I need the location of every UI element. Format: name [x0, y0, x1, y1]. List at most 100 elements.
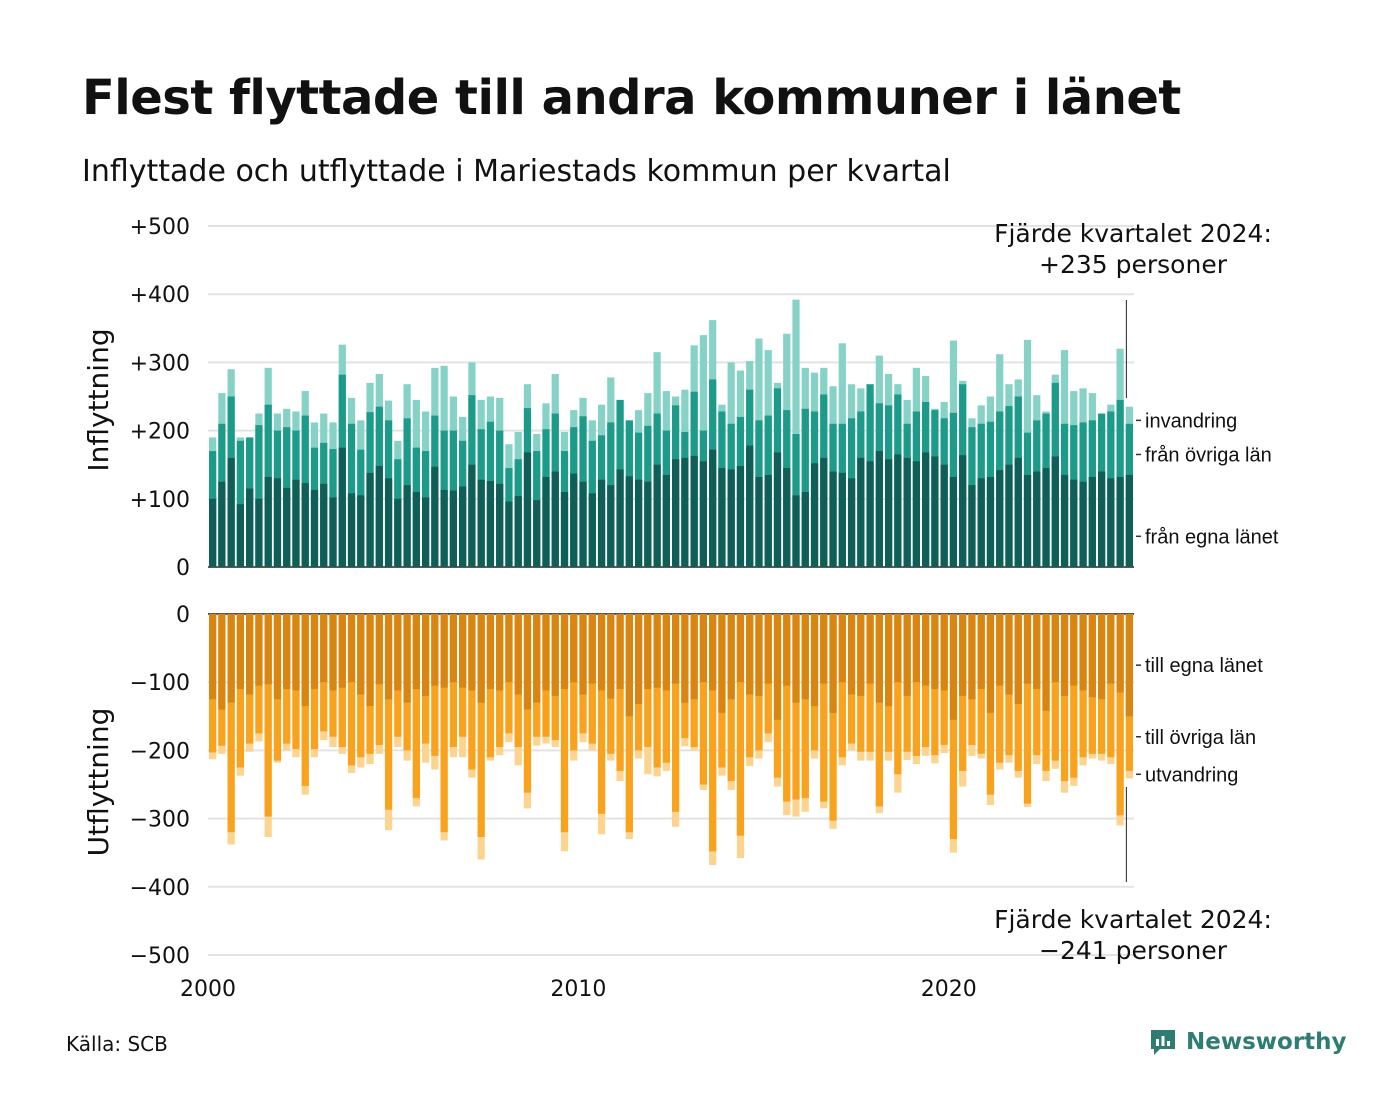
bar-fran-egna-lanet: [505, 501, 513, 567]
bar-till-egna-lanet: [681, 614, 689, 703]
bar-fran-egna-lanet: [1097, 471, 1106, 567]
y-tick-label: −100: [130, 671, 190, 696]
bar-till-egna-lanet: [514, 614, 522, 695]
bar-till-egna-lanet: [1079, 614, 1087, 691]
bar-fran-egna-lanet: [977, 478, 985, 567]
bar-till-ovriga-lan: [264, 614, 272, 817]
bar-fran-egna-lanet: [857, 457, 865, 567]
bar-till-egna-lanet: [829, 614, 837, 713]
bar-fran-egna-lanet: [551, 471, 559, 567]
bar-till-egna-lanet: [209, 614, 217, 700]
x-tick-label: 2020: [921, 977, 977, 1002]
bar-fran-egna-lanet: [320, 483, 328, 567]
bar-till-egna-lanet: [1088, 614, 1096, 698]
bar-till-egna-lanet: [1060, 614, 1069, 696]
outflow-callout-text: Fjärde kvartalet 2024:: [994, 905, 1272, 934]
bar-fran-egna-lanet: [1125, 474, 1133, 567]
bar-till-ovriga-lan: [468, 614, 476, 770]
bar-fran-egna-lanet: [218, 481, 226, 567]
bar-till-egna-lanet: [551, 614, 559, 696]
bar-till-egna-lanet: [634, 614, 643, 705]
bar-till-egna-lanet: [477, 614, 485, 703]
bar-till-egna-lanet: [607, 614, 615, 699]
y-tick-label: −500: [130, 944, 190, 969]
bar-fran-egna-lanet: [1116, 476, 1124, 567]
bar-till-egna-lanet: [653, 614, 661, 688]
bar-till-ovriga-lan: [597, 614, 606, 814]
bar-till-egna-lanet: [301, 614, 309, 707]
bar-till-egna-lanet: [847, 614, 856, 695]
bar-fran-egna-lanet: [662, 474, 670, 567]
bar-till-ovriga-lan: [1051, 614, 1059, 761]
bar-till-egna-lanet: [699, 614, 708, 683]
bar-till-egna-lanet: [959, 614, 967, 696]
bar-till-egna-lanet: [320, 614, 328, 683]
bar-fran-egna-lanet: [801, 491, 809, 567]
bar-fran-egna-lanet: [894, 454, 902, 567]
bar-fran-egna-lanet: [597, 479, 606, 567]
callouts: Fjärde kvartalet 2024:+235 personerFjärd…: [994, 219, 1272, 965]
bar-till-egna-lanet: [949, 614, 958, 720]
bar-till-egna-lanet: [449, 614, 457, 683]
bar-fran-egna-lanet: [246, 488, 254, 567]
bar-fran-egna-lanet: [607, 485, 615, 567]
bar-till-ovriga-lan: [236, 614, 245, 768]
inflow-axis-title: Inflyttning: [82, 328, 115, 471]
bar-till-egna-lanet: [755, 614, 763, 696]
x-tick-label: 2010: [550, 977, 606, 1002]
bar-till-ovriga-lan: [1107, 614, 1115, 758]
outflow-y-ticks: 0 −100 −200 −300 −400 −500: [130, 603, 190, 969]
bar-fran-egna-lanet: [940, 464, 948, 567]
bar-fran-egna-lanet: [644, 481, 652, 567]
y-tick-label: +400: [130, 283, 190, 308]
bar-till-egna-lanet: [912, 614, 920, 683]
bar-till-egna-lanet: [977, 614, 985, 690]
bar-fran-egna-lanet: [847, 478, 856, 567]
bar-fran-egna-lanet: [1060, 474, 1069, 567]
bar-till-egna-lanet: [246, 614, 254, 695]
bar-fran-egna-lanet: [588, 493, 596, 567]
series-label: utvandring: [1145, 764, 1238, 786]
bar-till-egna-lanet: [459, 614, 467, 688]
y-tick-label: +100: [130, 488, 190, 513]
bar-till-egna-lanet: [931, 614, 939, 690]
y-tick-label: +500: [130, 215, 190, 240]
bar-till-egna-lanet: [597, 614, 606, 691]
y-tick-label: 0: [176, 603, 190, 628]
bar-till-egna-lanet: [533, 614, 541, 703]
bar-fran-egna-lanet: [810, 463, 819, 567]
bar-till-egna-lanet: [496, 614, 504, 691]
bar-fran-egna-lanet: [736, 466, 745, 567]
bar-till-ovriga-lan: [625, 614, 633, 833]
bar-till-egna-lanet: [1042, 614, 1050, 711]
bar-fran-ovriga-lan: [236, 440, 245, 567]
y-tick-label: +300: [130, 351, 190, 376]
bar-till-ovriga-lan: [1060, 614, 1069, 782]
bar-till-ovriga-lan: [412, 614, 420, 799]
bar-till-egna-lanet: [616, 614, 624, 690]
bar-fran-egna-lanet: [449, 490, 457, 567]
bar-till-ovriga-lan: [783, 614, 791, 802]
bar-fran-egna-lanet: [422, 497, 430, 567]
bar-till-egna-lanet: [218, 614, 226, 710]
bar-till-egna-lanet: [1033, 614, 1041, 690]
bar-till-egna-lanet: [810, 614, 819, 707]
brand-logo[interactable]: Newsworthy: [1148, 1024, 1347, 1060]
bar-till-egna-lanet: [579, 614, 587, 695]
bar-fran-egna-lanet: [875, 451, 883, 567]
bar-till-egna-lanet: [394, 614, 402, 691]
bar-till-egna-lanet: [1014, 614, 1022, 705]
bar-fran-egna-lanet: [375, 466, 383, 567]
bar-till-egna-lanet: [384, 614, 393, 700]
bar-till-ovriga-lan: [560, 614, 569, 833]
bar-fran-egna-lanet: [1033, 471, 1041, 567]
inflow-y-ticks: 0 +100 +200 +300 +400 +500: [130, 215, 190, 581]
bar-fran-egna-lanet: [347, 493, 356, 567]
inflow-callout-text: Fjärde kvartalet 2024:: [994, 219, 1272, 248]
bar-till-egna-lanet: [264, 614, 272, 685]
bar-fran-egna-lanet: [949, 476, 958, 567]
bar-till-ovriga-lan: [829, 614, 837, 821]
bar-till-egna-lanet: [857, 614, 865, 696]
bar-fran-egna-lanet: [1088, 476, 1096, 567]
bar-till-egna-lanet: [746, 614, 754, 695]
